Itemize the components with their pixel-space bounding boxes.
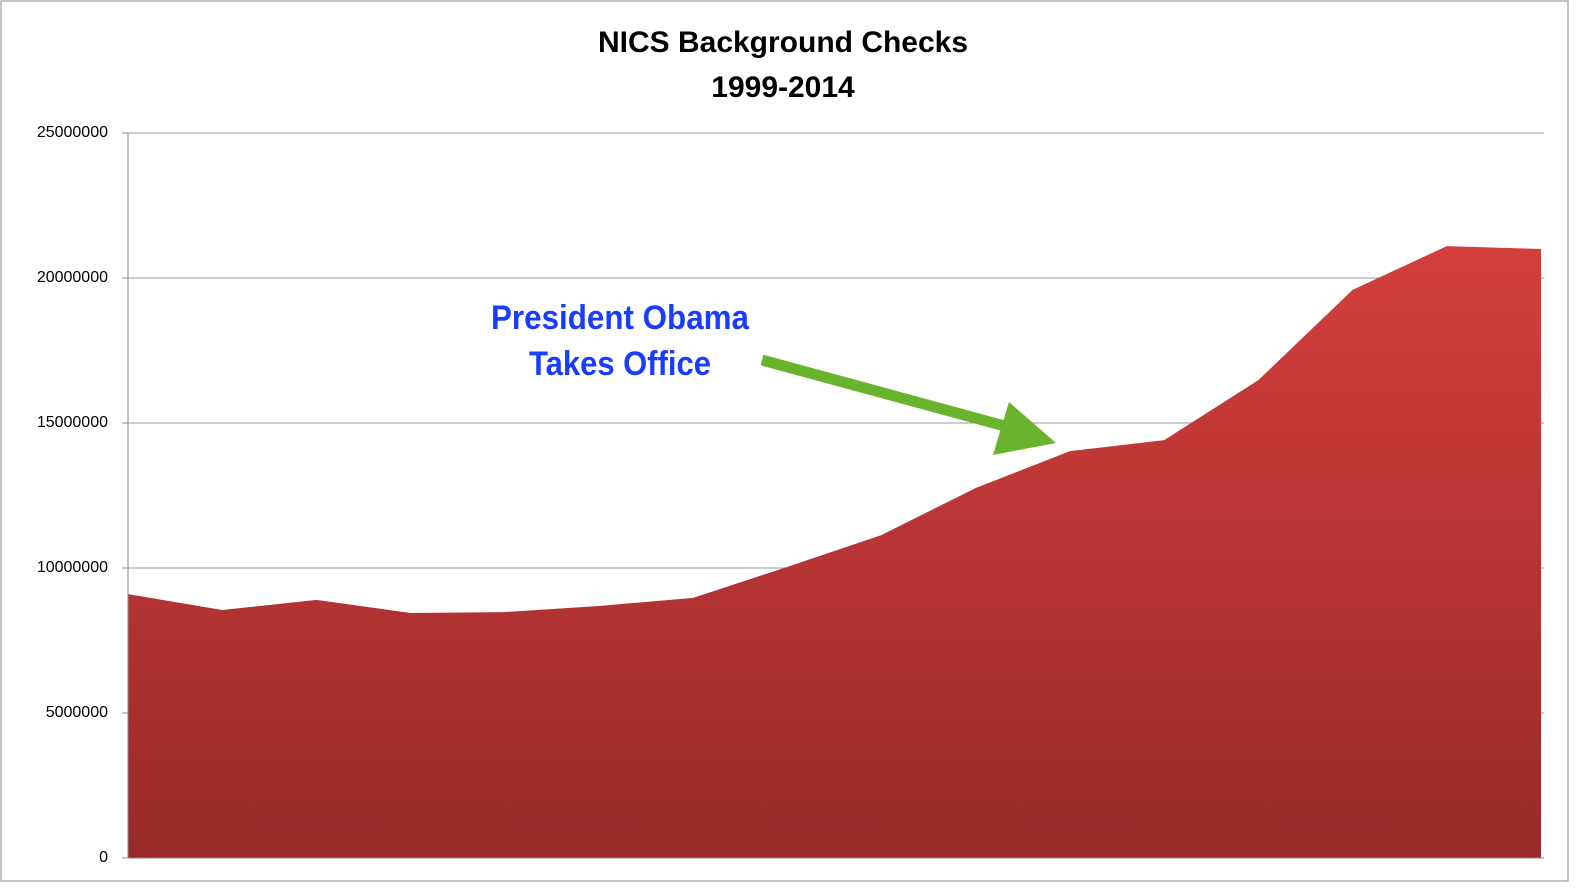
y-tick-label: 15000000 xyxy=(37,414,108,431)
annotation: Takes Office xyxy=(529,345,711,383)
y-tick-label: 20000000 xyxy=(37,269,108,286)
area xyxy=(128,246,1541,859)
y-tick-label: 0 xyxy=(99,849,108,866)
chart-subtitle: 1999-2014 xyxy=(711,71,855,104)
plot-area: 0 5000000 10000000 15000000 20000000 25000000 xyxy=(37,124,1544,866)
annotation: President Obama xyxy=(491,299,750,337)
y-tick-label: 10000000 xyxy=(37,559,108,576)
chart-title: NICS Background Checks xyxy=(598,26,968,59)
y-tick-label: 5000000 xyxy=(46,704,108,721)
y-tick-label: 25000000 xyxy=(37,124,108,141)
arrow-head xyxy=(993,402,1056,455)
arrow-shaft xyxy=(760,354,1014,434)
